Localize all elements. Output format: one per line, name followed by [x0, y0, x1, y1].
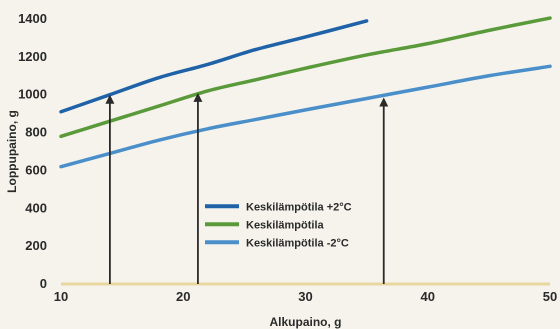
arrowhead-icon [105, 94, 115, 104]
arrow-annotation [379, 97, 389, 284]
legend-entry: Keskilämpötila +2°C [205, 201, 352, 213]
y-tick-label: 1400 [18, 11, 47, 26]
chart-axes: 0 200 400 600 800 1000 1200 1400 10 20 30 40 50 [18, 11, 557, 304]
x-tick-label: 50 [543, 289, 557, 304]
legend-label: Keskilämpötila +2°C [246, 201, 352, 213]
arrow-annotation [193, 92, 203, 284]
legend-label: Keskilämpötila [246, 219, 325, 231]
x-axis-title: Alkupaino, g [270, 315, 342, 329]
legend-entry: Keskilämpötila -2°C [205, 237, 349, 249]
chart-arrows [105, 92, 389, 284]
y-tick-label: 400 [25, 200, 47, 215]
y-axis-title: Loppupaino, g [5, 110, 19, 193]
legend-label: Keskilämpötila -2°C [246, 237, 349, 249]
arrow-annotation [105, 94, 115, 284]
y-tick-label: 200 [25, 238, 47, 253]
x-tick-label: 40 [421, 289, 435, 304]
arrowhead-icon [379, 97, 389, 107]
legend-entry: Keskilämpötila [205, 219, 325, 231]
x-tick-label: 20 [176, 289, 190, 304]
series-line-3 [59, 64, 552, 169]
y-tick-label: 800 [25, 125, 47, 140]
chart-series-lines [59, 16, 552, 169]
arrowhead-icon [193, 92, 203, 102]
series-line-2 [59, 16, 552, 139]
y-tick-label: 1200 [18, 49, 47, 64]
x-tick-label: 10 [54, 289, 68, 304]
x-tick-label: 30 [298, 289, 312, 304]
y-tick-label: 1000 [18, 87, 47, 102]
y-tick-label: 600 [25, 162, 47, 177]
chart-legend: Keskilämpötila +2°C Keskilämpötila Keskilä… [205, 201, 352, 249]
y-tick-label: 0 [40, 276, 47, 291]
